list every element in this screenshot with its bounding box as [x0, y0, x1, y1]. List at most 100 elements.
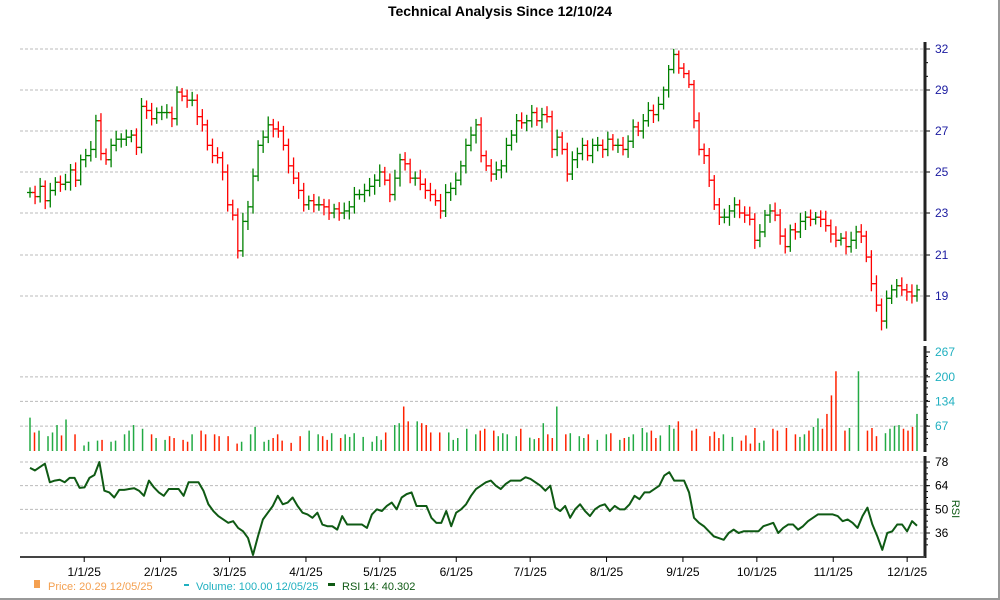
price-bar [148, 102, 155, 126]
price-bar [807, 209, 814, 227]
price-bar [584, 140, 591, 161]
price-bar [133, 128, 140, 155]
price-bar [777, 209, 784, 245]
price-bar [143, 100, 150, 119]
date-tick-label: 1/1/25 [68, 565, 102, 579]
price-bar [858, 224, 865, 244]
price-bar [336, 202, 343, 221]
price-bar [645, 102, 652, 127]
price-bar [731, 197, 738, 218]
legend: Price: 20.29 12/05/25 Volume: 100.00 12/… [34, 580, 415, 593]
price-bar [549, 110, 556, 158]
price-bar [853, 225, 860, 249]
date-tick-label: 9/1/25 [666, 565, 700, 579]
price-bar [67, 164, 74, 191]
price-bar [250, 168, 257, 214]
price-bar [655, 96, 662, 122]
price-bar [473, 118, 480, 144]
price-bar [604, 131, 611, 157]
chart-title: Technical Analysis Since 12/10/24 [388, 3, 612, 19]
price-bar [483, 150, 490, 171]
price-bar [275, 121, 282, 138]
price-bar [194, 94, 201, 126]
price-bar [326, 199, 333, 220]
price-bar [893, 278, 900, 298]
price-tick-label: 21 [935, 248, 949, 262]
price-bar [113, 130, 120, 152]
price-bar [630, 119, 637, 149]
price-bar [255, 140, 262, 182]
price-bar [184, 89, 191, 108]
price-bar [285, 138, 292, 174]
price-bar [391, 169, 398, 201]
rsi-tick-label: 36 [935, 526, 949, 540]
volume-bars [29, 371, 918, 451]
price-bar [239, 212, 246, 257]
price-bar [843, 231, 850, 255]
price-bar [559, 132, 566, 155]
rsi-legend-label: RSI 14: 40.302 [342, 581, 415, 593]
gridlines [20, 48, 925, 534]
rsi-tick-label: 64 [935, 479, 949, 493]
price-bar [310, 193, 317, 213]
price-bar [635, 121, 642, 137]
price-legend-swatch [34, 580, 40, 588]
price-bar [103, 148, 110, 165]
price-bar [47, 182, 54, 208]
price-bar [508, 129, 515, 151]
price-bar [822, 210, 829, 232]
price-bar [650, 104, 657, 124]
price-bar [726, 205, 733, 226]
price-bar [640, 113, 647, 139]
price-bar [376, 164, 383, 187]
volume-tick-label: 67 [935, 419, 949, 433]
price-bar [589, 138, 596, 164]
price-bar [397, 153, 404, 187]
price-bar [802, 211, 809, 231]
volume-tick-label: 267 [935, 345, 955, 359]
price-bar [848, 231, 855, 253]
price-bar [270, 118, 277, 138]
price-bar [680, 63, 687, 79]
price-bar [579, 137, 586, 161]
price-bar [574, 147, 581, 169]
price-bar [827, 219, 834, 243]
price-bar [422, 178, 429, 199]
price-bar [163, 104, 170, 119]
price-bar [533, 107, 540, 126]
price-bar [767, 204, 774, 223]
price-bar [467, 126, 474, 152]
price-bar [518, 112, 525, 129]
rsi-legend-swatch [328, 583, 335, 586]
price-bar [868, 250, 875, 292]
date-tick-label: 5/1/25 [363, 565, 397, 579]
price-bar [168, 106, 175, 128]
price-bar [82, 148, 89, 168]
price-bar [914, 284, 920, 302]
price-bar [315, 196, 322, 211]
price-bar [72, 162, 79, 187]
price-bar [701, 143, 708, 165]
price-bar [761, 209, 768, 238]
axes: 19 21 23 25 27 29 32 67 134 200 267 36 50 64 78 RSI 1/1/… [20, 42, 961, 579]
price-bar [716, 198, 723, 225]
date-tick-label: 3/1/25 [213, 565, 247, 579]
rsi-tick-label: 78 [935, 455, 949, 469]
price-bar [543, 106, 550, 123]
price-bar [706, 148, 713, 187]
price-bar [52, 177, 59, 196]
price-bar [721, 208, 728, 224]
price-bar [503, 137, 510, 173]
price-bar [787, 224, 794, 252]
price-bar [265, 116, 272, 144]
price-bar [280, 125, 287, 151]
price-bar [128, 129, 135, 143]
price-bar [361, 183, 368, 203]
price-bar [564, 142, 571, 182]
date-tick-label: 6/1/25 [440, 565, 474, 579]
price-bar [832, 226, 839, 248]
price-bars [27, 48, 920, 331]
date-tick-label: 10/1/25 [737, 565, 777, 579]
volume-legend-swatch [184, 584, 189, 586]
